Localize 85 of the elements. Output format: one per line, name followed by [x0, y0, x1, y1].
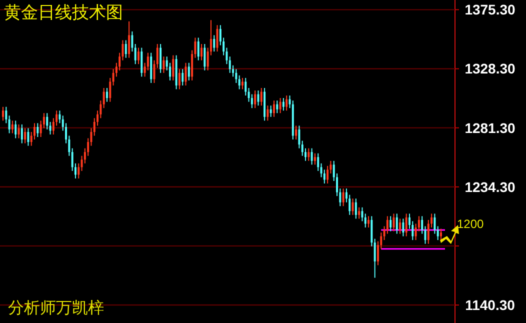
candlestick: [27, 128, 30, 146]
candlestick: [241, 77, 244, 90]
candlestick: [286, 95, 288, 112]
candlestick: [374, 238, 376, 278]
candlestick: [200, 43, 203, 61]
candlestick: [49, 121, 52, 135]
y-tick-label: 1140.30: [465, 297, 516, 314]
candlestick: [160, 43, 162, 74]
candlestick: [298, 125, 300, 149]
candlestick: [308, 148, 310, 162]
candlestick: [436, 226, 439, 241]
candlestick: [150, 52, 152, 84]
candlestick: [370, 216, 373, 247]
candlestick: [266, 105, 269, 122]
y-tick-label: 1328.30: [464, 60, 516, 77]
y-tick-label: 1375.30: [464, 2, 516, 18]
chart-title: 黄金日线技术图: [4, 3, 123, 23]
candlestick: [257, 90, 260, 106]
candlestick: [310, 148, 313, 166]
candlestick: [342, 188, 344, 207]
candlestick: [134, 43, 136, 65]
candlestick: [204, 43, 206, 71]
candlestick: [390, 216, 392, 232]
candlestick: [270, 105, 272, 118]
candlestick: [434, 213, 436, 234]
candlestick: [46, 112, 48, 130]
candlestick: [254, 90, 256, 109]
ref-line-label: 1200: [457, 216, 484, 231]
candlestick: [326, 165, 329, 184]
candlestick: [24, 128, 26, 144]
candlestick: [20, 124, 23, 144]
candlestick: [106, 87, 108, 102]
candlestick: [162, 56, 165, 74]
candlestick: [368, 216, 370, 228]
candlestick: [102, 87, 105, 109]
candlestick: [295, 125, 298, 140]
candlestick: [182, 68, 184, 86]
candlestick: [213, 34, 216, 52]
candlestick: [399, 218, 402, 234]
candlestick: [124, 40, 127, 58]
candlestick: [314, 152, 316, 166]
candlestick: [396, 213, 398, 234]
candlestick: [128, 20, 130, 58]
candlestick: [402, 218, 404, 237]
candlestick: [178, 68, 180, 90]
candlestick: [172, 54, 174, 81]
candlestick: [440, 228, 442, 241]
candlestick: [14, 120, 17, 139]
candlestick: [358, 206, 360, 220]
candlestick: [184, 62, 187, 86]
candlestick: [36, 122, 39, 138]
candlestick: [405, 213, 408, 237]
candlestick: [188, 62, 190, 81]
y-tick-label: 1234.30: [464, 178, 516, 195]
candlestick: [364, 213, 366, 228]
candlestick: [228, 56, 231, 74]
candlestick: [276, 100, 278, 114]
candlestick: [216, 24, 218, 52]
candlestick: [238, 74, 240, 90]
candlestick: [235, 68, 238, 84]
candlestick: [197, 37, 200, 61]
y-tick-label: 1281.30: [464, 120, 516, 136]
candlestick: [8, 115, 10, 134]
candlestick: [2, 106, 4, 122]
candlestick: [78, 162, 80, 179]
candlestick: [58, 110, 61, 124]
candlestick: [352, 198, 354, 216]
candlestick: [279, 98, 282, 114]
candlestick: [18, 124, 20, 139]
candlestick: [260, 87, 262, 106]
candlestick: [109, 77, 112, 102]
candlestick: [354, 198, 357, 220]
candlestick: [11, 120, 14, 134]
candlestick: [288, 95, 291, 109]
annotation: 分析师万凯梓: [8, 298, 104, 317]
candlestick: [137, 47, 140, 65]
candlestick: [282, 98, 284, 112]
candlestick: [5, 106, 8, 124]
candlestick: [140, 47, 143, 78]
candlestick: [131, 30, 134, 52]
candlestick: [317, 152, 320, 172]
candlestick: [392, 213, 395, 232]
candlestick: [244, 77, 247, 96]
candlestick: [272, 100, 275, 118]
candlestick: [361, 206, 364, 222]
